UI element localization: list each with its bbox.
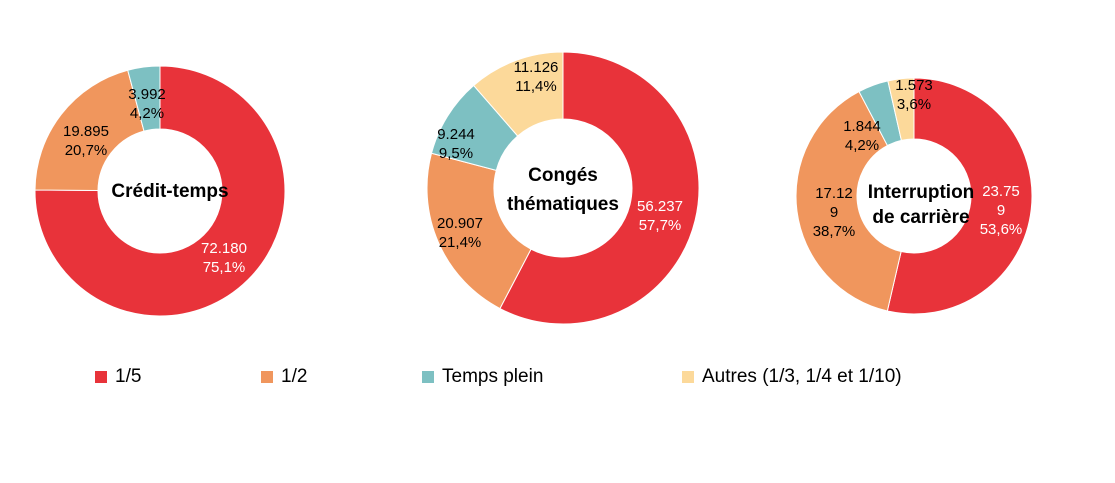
legend-swatch-half — [261, 371, 273, 383]
donut-hole — [98, 129, 222, 253]
legend-item-half: 1/2 — [261, 366, 307, 388]
data-label-value: 1.844 — [843, 118, 881, 135]
legend-swatch-full-time — [422, 371, 434, 383]
legend-swatch-others — [682, 371, 694, 383]
data-label-value: 11.126 — [514, 59, 559, 76]
data-label-value: 20.907 — [437, 215, 483, 232]
data-label-value: 9 — [997, 202, 1005, 219]
data-label-percent: 11,4% — [515, 78, 556, 95]
donut-title: Congés — [528, 165, 598, 186]
data-label-percent: 57,7% — [639, 217, 682, 234]
legend: 1/5 1/2 Temps plein Autres (1/3, 1/4 et … — [0, 366, 1115, 396]
donut-chart-1: Crédit-temps 72.180 75,1% 19.895 20,7% 3.992 4… — [34, 65, 286, 317]
legend-swatch-one-fifth — [95, 371, 107, 383]
legend-item-full-time: Temps plein — [422, 366, 543, 388]
donut-chart-3: Interruption de carrière 23.75 9 53,6% 17.12 9… — [795, 77, 1033, 315]
donut-title: Crédit-temps — [111, 181, 228, 202]
data-label-percent: 21,4% — [439, 234, 482, 251]
data-label-value: 23.75 — [982, 183, 1020, 200]
data-label-percent: 4,2% — [845, 137, 879, 154]
legend-item-one-fifth: 1/5 — [95, 366, 141, 388]
legend-label-one-fifth: 1/5 — [115, 366, 142, 387]
data-label-value: 19.895 — [63, 123, 109, 140]
data-label-percent: 53,6% — [980, 221, 1023, 238]
data-label-percent: 3,6% — [897, 96, 931, 113]
donut-hole — [494, 119, 632, 257]
donut-title: de carrière — [872, 207, 969, 228]
data-label-value: 3.992 — [128, 86, 166, 103]
legend-item-others: Autres (1/3, 1/4 et 1/10) — [682, 366, 902, 388]
donut-title: thématiques — [507, 194, 619, 215]
data-label-value: 72.180 — [201, 240, 247, 257]
legend-label-half: 1/2 — [281, 366, 308, 387]
legend-label-others: Autres (1/3, 1/4 et 1/10) — [702, 366, 902, 387]
data-label-value: 1.573 — [895, 77, 933, 94]
data-label-value: 9 — [830, 204, 838, 221]
donut-title: Interruption — [868, 182, 975, 203]
data-label-value: 17.12 — [815, 185, 853, 202]
data-label-percent: 20,7% — [65, 142, 108, 159]
data-label-percent: 38,7% — [813, 223, 856, 240]
donut-chart-2: Congés thématiques 56.237 57,7% 20.907 21,4% 9… — [426, 51, 700, 325]
data-label-percent: 75,1% — [203, 259, 246, 276]
legend-label-full-time: Temps plein — [442, 366, 544, 387]
data-label-percent: 4,2% — [130, 105, 164, 122]
data-label-percent: 9,5% — [439, 145, 473, 162]
data-label-value: 9.244 — [437, 126, 475, 143]
data-label-value: 56.237 — [637, 198, 683, 215]
donut-hole — [857, 139, 971, 253]
